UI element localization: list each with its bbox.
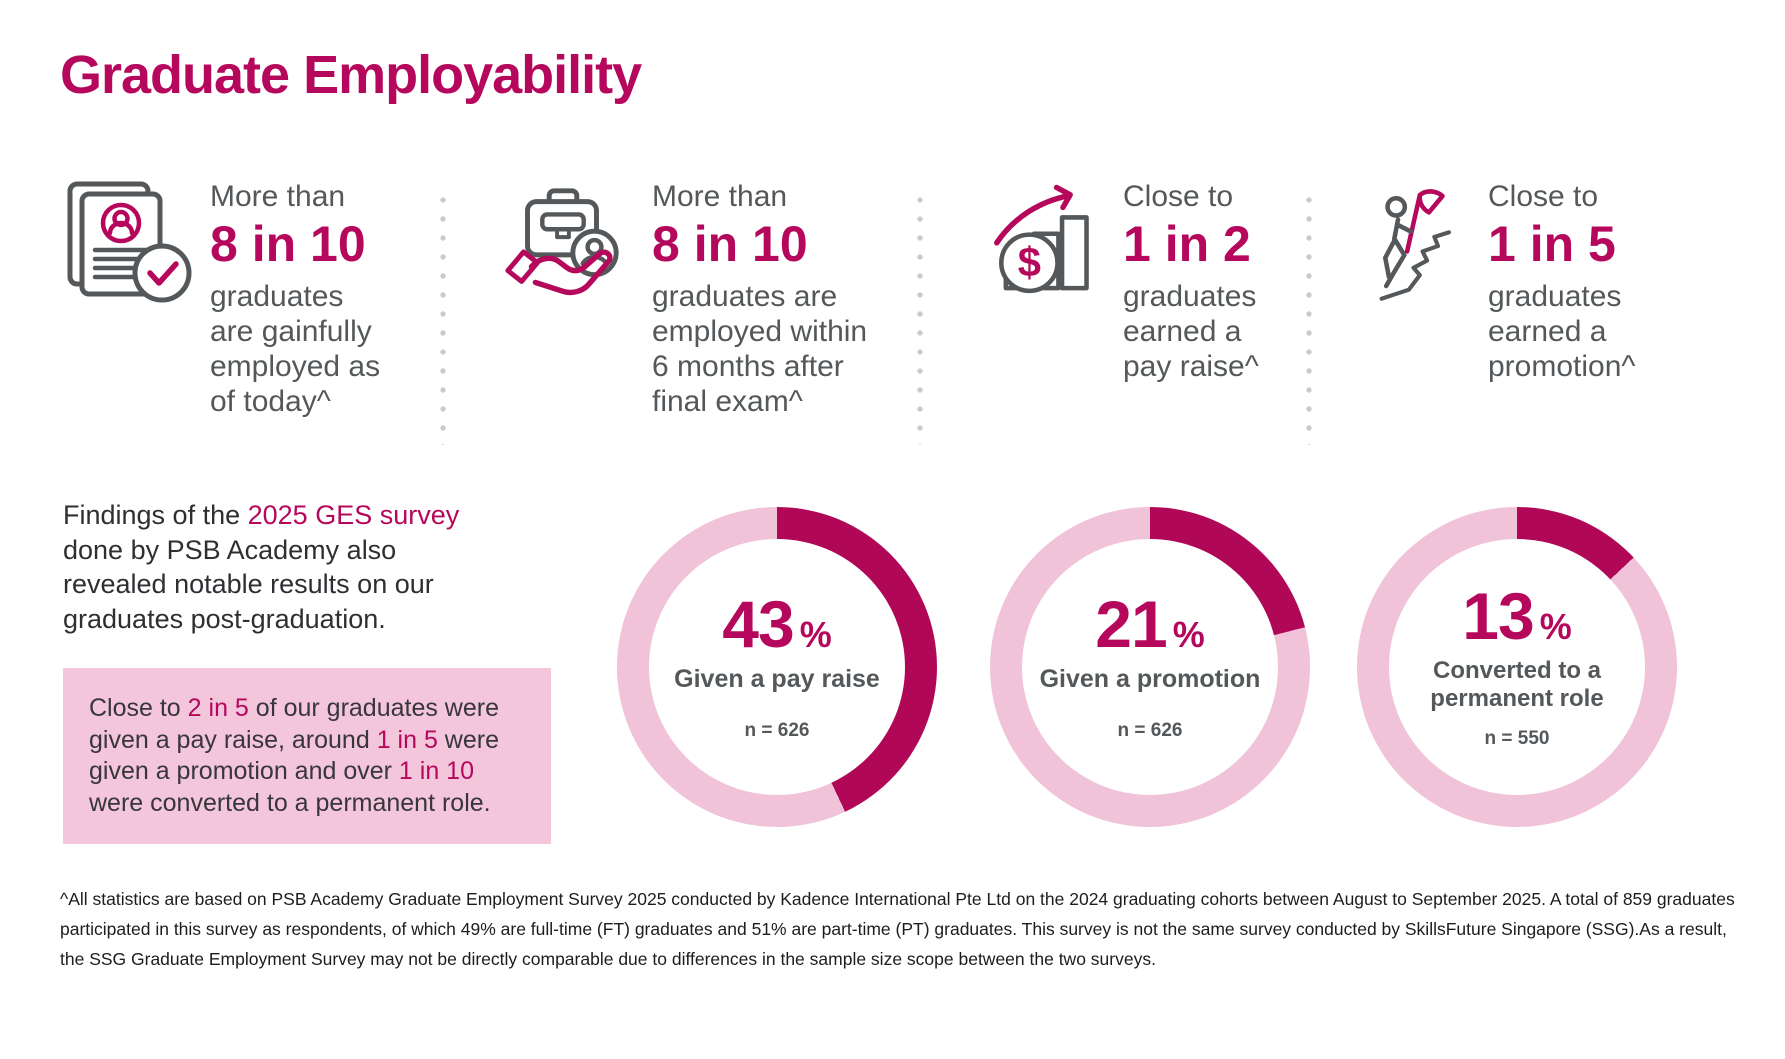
dotted-divider [1306, 197, 1312, 445]
highlight-box-text: were converted to a permanent role. [89, 788, 491, 817]
promotion-climb-icon [1358, 178, 1478, 314]
stat-ratio: 8 in 10 [210, 215, 366, 272]
donut-value: 43 [722, 587, 794, 661]
svg-text:$: $ [1018, 238, 1041, 285]
donut-value: 13 [1462, 578, 1534, 653]
resume-check-icon [60, 178, 192, 310]
donut-hole: 43 % Given a pay raise n = 626 [649, 539, 905, 795]
donut-label: Given a promotion [1039, 665, 1261, 693]
stat-description: graduates earned a promotion^ [1488, 280, 1636, 384]
highlight-box-text: Close to [89, 694, 188, 722]
dotted-divider [917, 197, 923, 445]
hand-briefcase-icon [488, 178, 636, 312]
highlight-ratio-promotion: 1 in 5 [376, 725, 438, 754]
footnote: ^All statistics are based on PSB Academy… [60, 889, 1735, 970]
intro-text: done by PSB Academy also revealed notabl… [63, 534, 434, 634]
donut-sample-size: n = 626 [1117, 720, 1183, 741]
stat-ratio: 1 in 2 [1123, 215, 1251, 272]
donut-percent-sign: % [799, 614, 832, 655]
stat-card-pay-raise: $ Close to 1 in 2 graduates earned a pay… [975, 178, 1259, 384]
donut-hole: 13 % Converted to a permanent role n = 5… [1389, 539, 1645, 795]
donut-ring: 21 % Given a promotion n = 626 [990, 507, 1310, 827]
intro-highlight-ges-survey: 2025 GES survey [247, 500, 460, 530]
donut-sample-size: n = 626 [744, 720, 810, 741]
stat-description: graduates earned a pay raise^ [1123, 280, 1259, 384]
highlight-box-text: were given a promotion and over [89, 725, 499, 786]
highlight-box: Close to 2 in 5 of our graduates were gi… [63, 668, 551, 844]
stat-prefix: More than [210, 180, 346, 213]
dotted-divider [440, 197, 446, 445]
stat-prefix: Close to [1488, 180, 1599, 213]
stat-ratio: 8 in 10 [652, 215, 808, 272]
stat-description: graduates are gainfully employed as of t… [210, 280, 381, 419]
donut-sample-size: n = 550 [1484, 728, 1550, 750]
intro-paragraph: Findings of the 2025 GES survey done by … [63, 498, 583, 636]
donut-label: Converted to a permanent role [1430, 656, 1604, 712]
donut-ring: 13 % Converted to a permanent role n = 5… [1357, 507, 1677, 827]
highlight-ratio-permanent-role: 1 in 10 [398, 757, 474, 785]
intro-text: Findings of the [63, 500, 248, 530]
donut-hole: 21 % Given a promotion n = 626 [1022, 539, 1278, 795]
highlight-box-text: of our graduates were given a pay raise,… [89, 694, 499, 754]
page-title: Graduate Employability [60, 45, 642, 105]
donut-ring: 43 % Given a pay raise n = 626 [617, 507, 937, 827]
pay-raise-chart-icon: $ [975, 178, 1111, 304]
stat-prefix: Close to [1123, 180, 1234, 213]
stat-card-promotion: Close to 1 in 5 graduates earned a promo… [1358, 178, 1635, 384]
stat-card-employed-6-months: More than 8 in 10 graduates are employed… [488, 178, 867, 419]
donut-label: Given a pay raise [674, 665, 880, 693]
donut-chart-permanent-role: 13 % Converted to a permanent role n = 5… [1357, 507, 1677, 827]
highlight-ratio-pay-raise: 2 in 5 [187, 694, 249, 722]
stat-ratio: 1 in 5 [1488, 215, 1616, 272]
donut-chart-promotion: 21 % Given a promotion n = 626 [990, 507, 1310, 827]
donut-value: 21 [1095, 587, 1167, 661]
donut-percent-sign: % [1539, 605, 1572, 647]
donut-percent-sign: % [1172, 614, 1205, 655]
stat-prefix: More than [652, 180, 788, 213]
stat-description: graduates are employed within 6 months a… [652, 280, 868, 419]
stat-card-gainfully-employed: More than 8 in 10 graduates are gainfull… [60, 178, 380, 419]
donut-chart-pay-raise: 43 % Given a pay raise n = 626 [617, 507, 937, 827]
